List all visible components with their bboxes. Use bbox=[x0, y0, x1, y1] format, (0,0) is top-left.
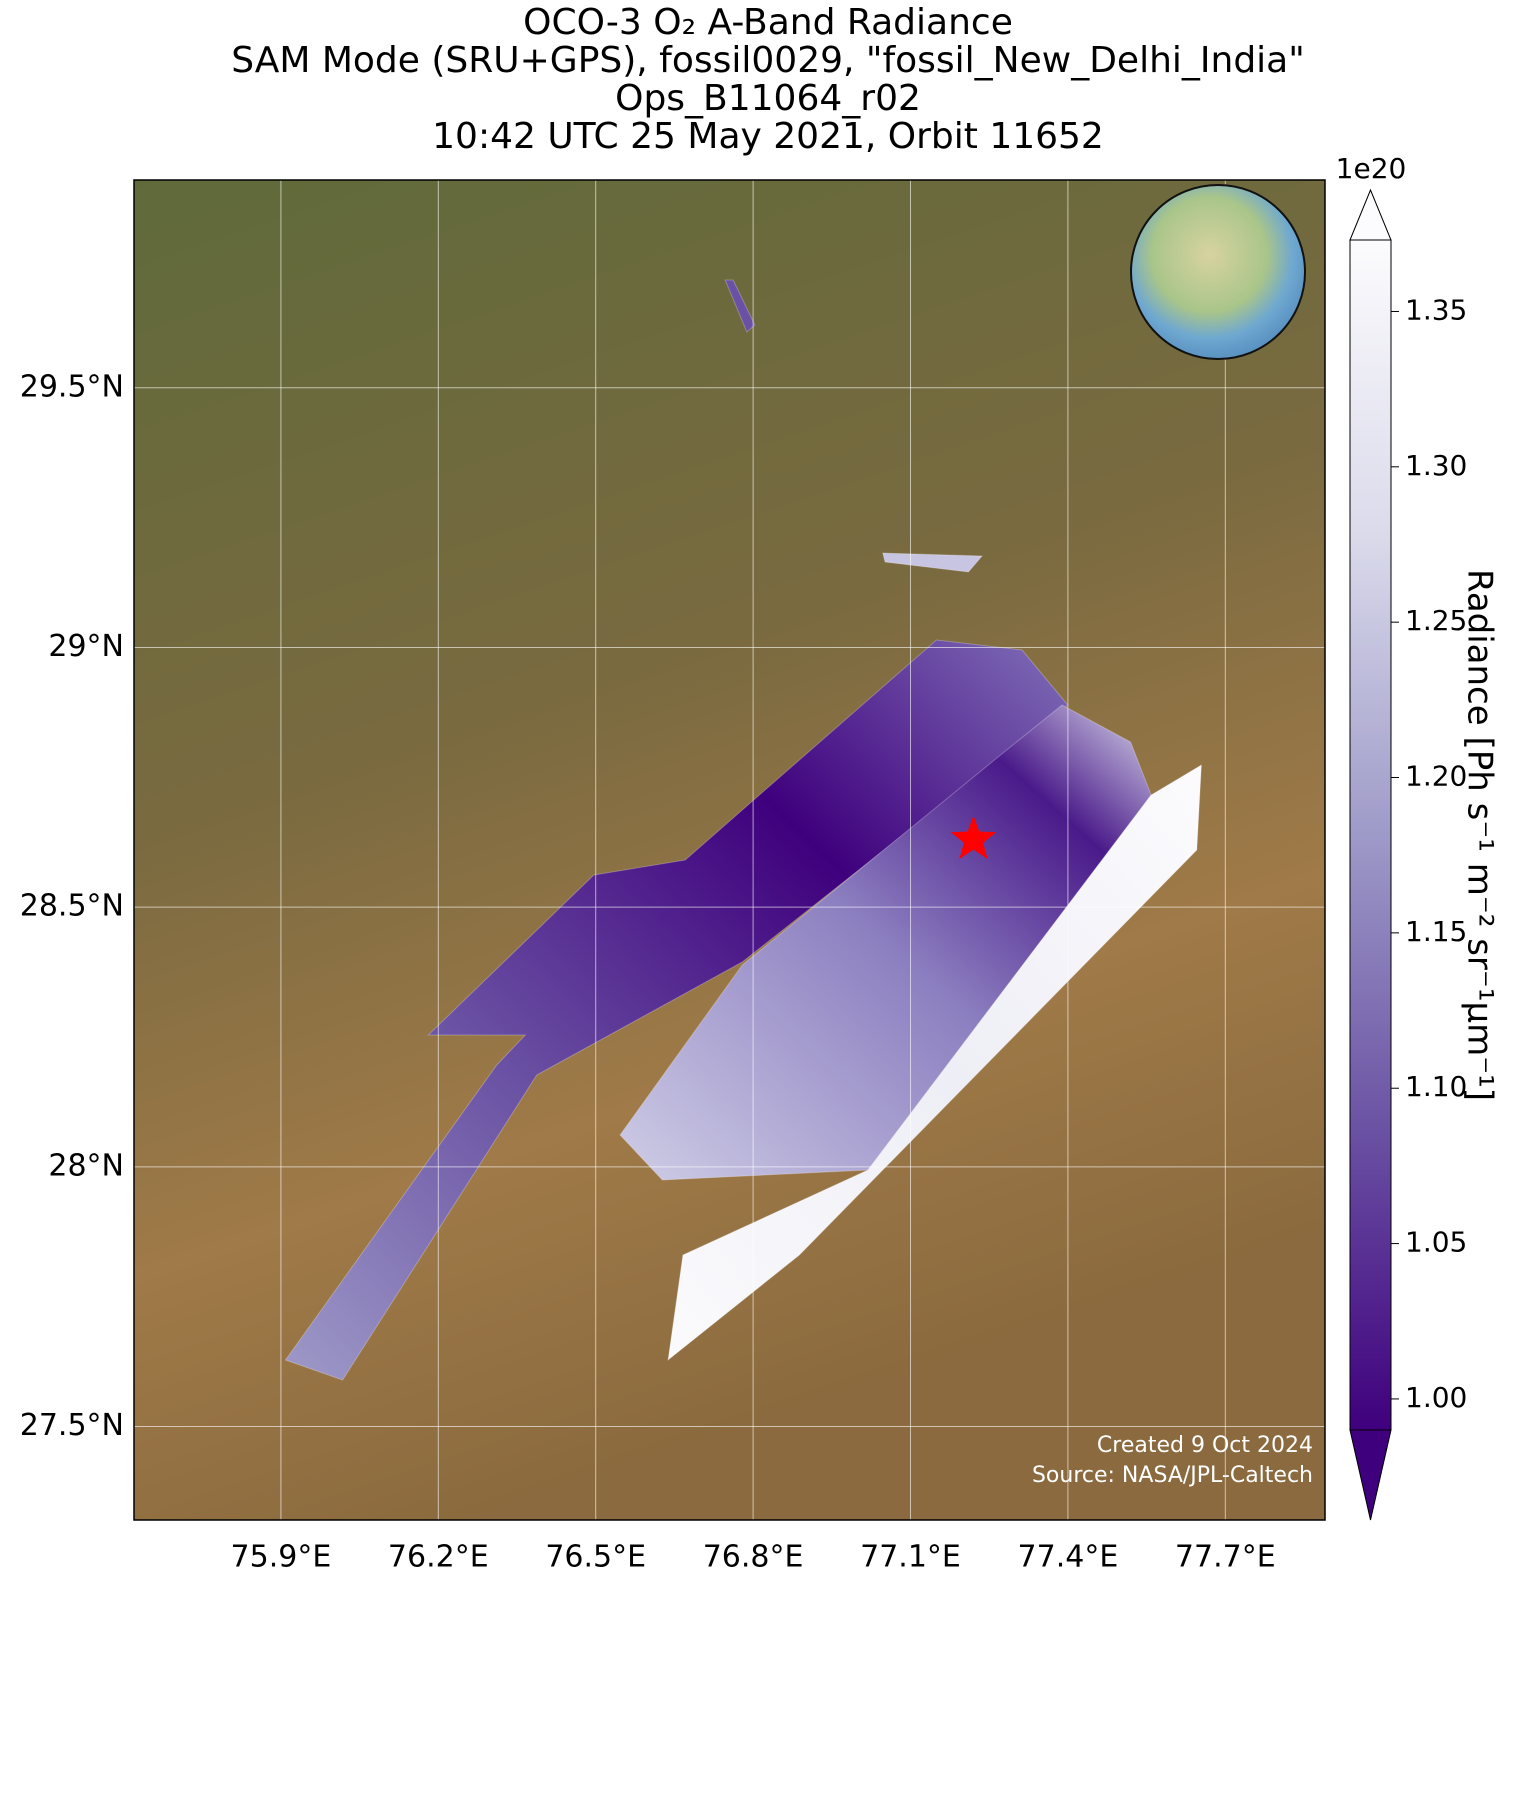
map-frame bbox=[133, 179, 1326, 1521]
title-line: Ops_B11064_r02 bbox=[615, 78, 921, 119]
y-tick-label: 29.5°N bbox=[20, 369, 124, 404]
colorbar-tick-label: 1.30 bbox=[1405, 449, 1467, 482]
y-tick-label: 28.5°N bbox=[20, 889, 124, 924]
x-tick-label: 76.8°E bbox=[703, 1540, 804, 1575]
y-tick-label: 27.5°N bbox=[20, 1408, 124, 1443]
x-tick-label: 77.4°E bbox=[1018, 1540, 1119, 1575]
swath bbox=[882, 552, 984, 573]
colorbar-tick-label: 1.20 bbox=[1405, 760, 1467, 793]
colorbar-label: Radiance [Ph s⁻¹ m⁻² sr⁻¹μm⁻¹] bbox=[1460, 569, 1500, 1101]
colorbar-tick-label: 1.15 bbox=[1405, 915, 1467, 948]
x-tick-label: 77.1°E bbox=[860, 1540, 961, 1575]
y-tick-label: 29°N bbox=[48, 629, 124, 664]
colorbar-tick-label: 1.00 bbox=[1405, 1381, 1467, 1414]
colorbar bbox=[1349, 239, 1392, 1431]
y-tick-label: 28°N bbox=[48, 1148, 124, 1183]
credit: Source: NASA/JPL-Caltech bbox=[1032, 1463, 1313, 1488]
credit: Created 9 Oct 2024 bbox=[1097, 1433, 1313, 1458]
colorbar-extend-max bbox=[1349, 188, 1392, 241]
title-line: OCO-3 O₂ A-Band Radiance bbox=[523, 2, 1013, 43]
colorbar-tick-label: 1.10 bbox=[1405, 1070, 1467, 1103]
colorbar-tick-label: 1.25 bbox=[1405, 604, 1467, 637]
x-tick-label: 77.7°E bbox=[1175, 1540, 1276, 1575]
x-tick-label: 76.5°E bbox=[545, 1540, 646, 1575]
colorbar-extend-min bbox=[1349, 1429, 1392, 1521]
target-marker bbox=[950, 815, 997, 860]
globe-inset bbox=[1130, 184, 1306, 360]
swath bbox=[724, 279, 756, 333]
colorbar-offset: 1e20 bbox=[1336, 152, 1407, 185]
x-tick-label: 76.2°E bbox=[388, 1540, 489, 1575]
title-line: SAM Mode (SRU+GPS), fossil0029, "fossil_… bbox=[231, 40, 1305, 81]
swath bbox=[284, 639, 1069, 1381]
colorbar-tick-label: 1.05 bbox=[1405, 1226, 1467, 1259]
title-line: 10:42 UTC 25 May 2021, Orbit 11652 bbox=[432, 116, 1104, 157]
colorbar-tick-label: 1.35 bbox=[1405, 293, 1467, 326]
x-tick-label: 75.9°E bbox=[231, 1540, 332, 1575]
